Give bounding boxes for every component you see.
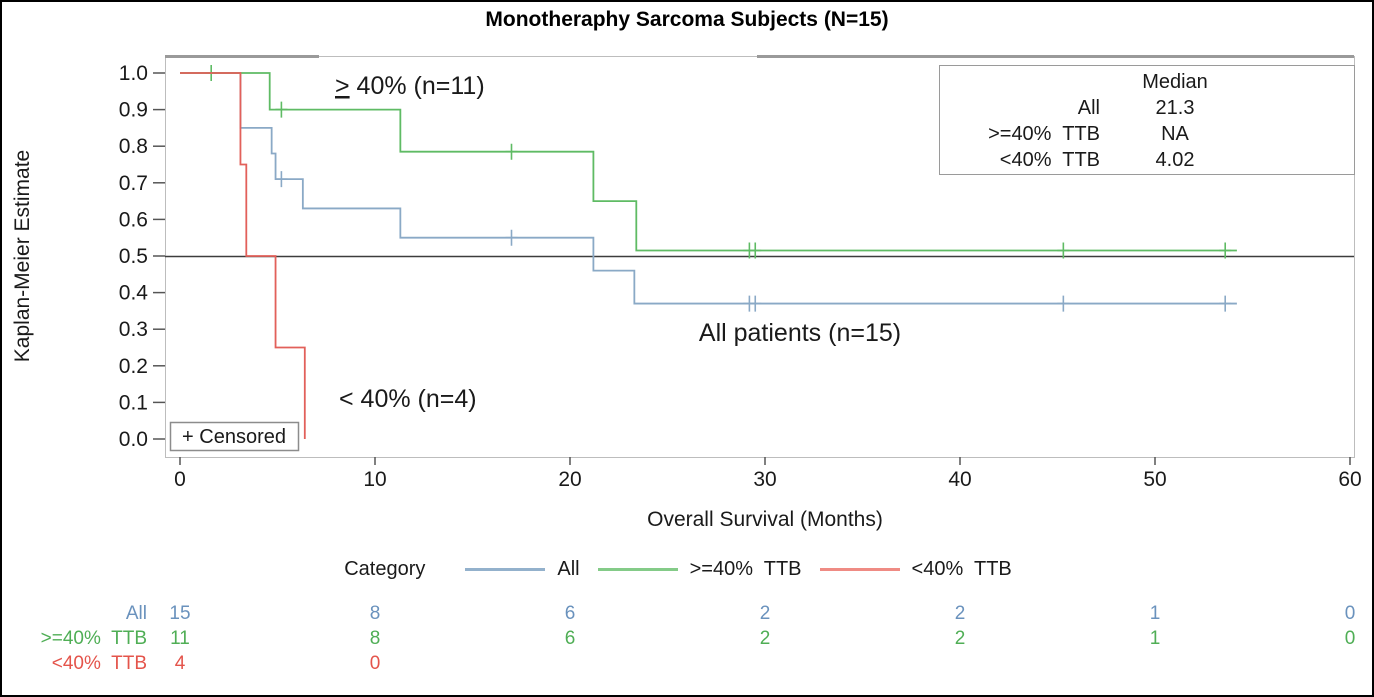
median-table: Median All 21.3 >=40% TTB NA <40% TTB 4.02: [939, 65, 1355, 175]
censor-mark: [749, 295, 762, 312]
censor-mark: [1057, 295, 1070, 312]
y-tick-label: 0.3: [119, 318, 148, 341]
risk-count: 0: [369, 653, 381, 674]
y-tick-label: 0.0: [119, 428, 148, 451]
x-tick-label: 50: [1143, 468, 1166, 491]
legend-item: <40% TTB: [819, 558, 1012, 581]
median-header: Median: [1142, 71, 1208, 93]
risk-count: 1: [1149, 628, 1161, 649]
legend-item: >=40% TTB: [597, 558, 802, 581]
y-tick-label: 0.5: [119, 245, 148, 268]
annotation-lt40-label: < 40% (n=4): [339, 385, 477, 413]
legend-line-swatch: [597, 568, 678, 571]
median-row-label: All: [1077, 97, 1100, 119]
legend-item-label: <40% TTB: [911, 558, 1012, 580]
median-row-value: 21.3: [1155, 97, 1195, 119]
median-row-label: <40% TTB: [999, 149, 1100, 171]
risk-count: 15: [169, 603, 191, 624]
x-tick-label: 0: [174, 468, 186, 491]
annotation-ge40-label: > 40% (n=11): [335, 72, 485, 100]
x-axis-title: Overall Survival (Months): [647, 508, 883, 531]
median-table-row: >=40% TTB NA: [940, 121, 1354, 147]
risk-row-label: >=40% TTB: [40, 628, 147, 649]
censor-mark: [505, 229, 518, 246]
median-table-header-row: Median: [940, 69, 1354, 95]
risk-count: 2: [954, 628, 966, 649]
y-tick-label: 0.1: [119, 391, 148, 414]
series-legend: Category All >=40% TTB <40% TTB: [2, 558, 1372, 581]
legend-item-label: All: [557, 558, 580, 580]
censor-mark: [749, 242, 762, 259]
x-tick-label: 30: [753, 468, 776, 491]
x-tick-label: 40: [948, 468, 971, 491]
annotation-all-patients-label: All patients (n=15): [699, 319, 901, 347]
chart-title: Monotheraphy Sarcoma Subjects (N=15): [485, 8, 889, 31]
risk-count: 11: [170, 628, 190, 649]
km-curve--40-ttb: [180, 72, 306, 439]
y-tick-label: 0.9: [119, 99, 148, 122]
risk-row-label: All: [125, 603, 147, 624]
median-row-label: >=40% TTB: [988, 123, 1100, 145]
risk-count: 1: [1149, 603, 1161, 624]
legend-item-label: >=40% TTB: [689, 558, 802, 580]
censor-mark: [1219, 295, 1232, 312]
legend-item: All: [465, 558, 580, 581]
legend-title: Category: [344, 558, 426, 580]
km-curve-all: [180, 72, 1237, 305]
y-tick-label: 0.4: [119, 282, 149, 305]
censor-mark: [1057, 242, 1070, 259]
legend-line-swatch: [465, 568, 546, 571]
y-tick-label: 0.7: [119, 172, 148, 195]
median-table-row: <40% TTB 4.02: [940, 147, 1354, 173]
y-tick-label: 0.6: [119, 208, 148, 231]
x-tick-label: 20: [558, 468, 581, 491]
x-tick-label: 60: [1338, 468, 1361, 491]
x-tick-label: 10: [363, 468, 386, 491]
risk-count: 2: [954, 603, 966, 624]
censor-mark: [1219, 242, 1232, 259]
risk-row-label: <40% TTB: [51, 653, 147, 674]
km-plot-canvas: 1.0 0.9 0.8 0.7 0.6 0.5 0.4 0.3 0.2 0.1 0.0 0 10 20 30…: [11, 55, 1362, 531]
risk-count: 8: [369, 603, 381, 624]
censored-legend-label: + Censored: [182, 426, 286, 448]
risk-count: 2: [759, 603, 771, 624]
risk-count: 6: [564, 628, 576, 649]
y-tick-label: 0.8: [119, 135, 148, 158]
y-axis-title: Kaplan-Meier Estimate: [11, 150, 34, 362]
median-row-value: NA: [1161, 123, 1189, 145]
censor-mark: [505, 143, 518, 160]
median-table-row: All 21.3: [940, 95, 1354, 121]
censored-legend-box: [169, 421, 300, 452]
censor-mark: [275, 171, 288, 188]
km-curve--40-ttb: [180, 72, 1237, 252]
risk-count: 2: [759, 628, 771, 649]
legend-line-swatch: [819, 568, 900, 571]
risk-count: 4: [174, 653, 186, 674]
median-row-value: 4.02: [1155, 149, 1195, 171]
risk-count: 0: [1344, 628, 1356, 649]
y-tick-label: 0.2: [119, 355, 148, 378]
y-tick-label: 1.0: [119, 62, 148, 85]
risk-count: 0: [1344, 603, 1356, 624]
censor-mark: [275, 101, 288, 118]
risk-count: 8: [369, 628, 381, 649]
risk-count: 6: [564, 603, 576, 624]
